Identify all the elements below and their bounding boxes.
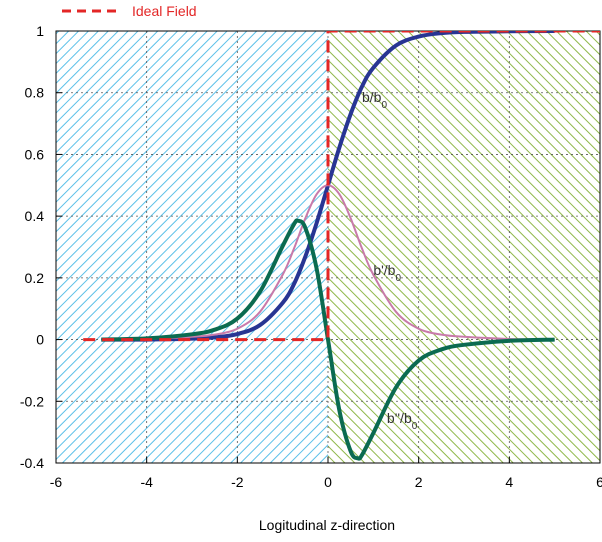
x-tick-label: 4 — [505, 474, 513, 490]
y-tick-label: 0 — [36, 332, 44, 348]
y-tick-label: 0.6 — [25, 146, 45, 162]
x-tick-label: -2 — [231, 474, 244, 490]
y-tick-label: 0.2 — [25, 270, 45, 286]
x-tick-label: -6 — [50, 474, 63, 490]
region-1 — [328, 31, 600, 463]
series-layer — [83, 31, 600, 461]
region-0 — [56, 31, 328, 463]
y-tick-label: 0.8 — [25, 85, 45, 101]
y-tick-label: -0.4 — [20, 455, 44, 471]
y-tick-label: -0.2 — [20, 393, 44, 409]
x-tick-label: -4 — [140, 474, 153, 490]
axis-ticks: -6 -4 -2 0 2 4 6 1 0.8 0.6 0.4 0.2 0 -0.2 -0.4 — [20, 23, 602, 490]
x-tick-label: 6 — [596, 474, 602, 490]
x-axis-label: Logitudinal z-direction — [259, 517, 395, 533]
legend: Ideal Field — [62, 3, 197, 19]
y-tick-label: 1 — [36, 23, 44, 39]
series-ideal-field — [83, 31, 600, 342]
series-b-b0 — [101, 218, 555, 461]
x-tick-label: 2 — [415, 474, 423, 490]
x-tick-label: 0 — [324, 474, 332, 490]
y-tick-label: 0.4 — [25, 208, 45, 224]
legend-label-ideal-field: Ideal Field — [132, 3, 197, 19]
